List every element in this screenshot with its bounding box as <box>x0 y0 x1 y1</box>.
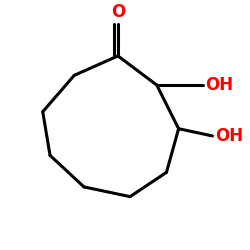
Text: OH: OH <box>215 127 243 145</box>
Text: O: O <box>111 3 125 21</box>
Text: OH: OH <box>205 76 234 94</box>
